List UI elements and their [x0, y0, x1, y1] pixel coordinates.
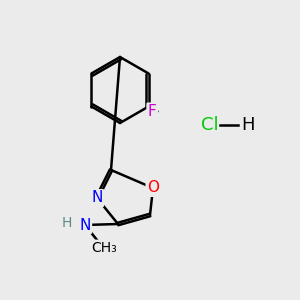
Text: F: F: [148, 104, 157, 119]
Text: H: H: [241, 116, 255, 134]
Text: N: N: [91, 190, 103, 206]
Text: N: N: [79, 218, 91, 232]
Text: O: O: [147, 181, 159, 196]
Text: H: H: [62, 216, 72, 230]
Text: Cl: Cl: [201, 116, 219, 134]
Text: CH₃: CH₃: [91, 241, 117, 255]
